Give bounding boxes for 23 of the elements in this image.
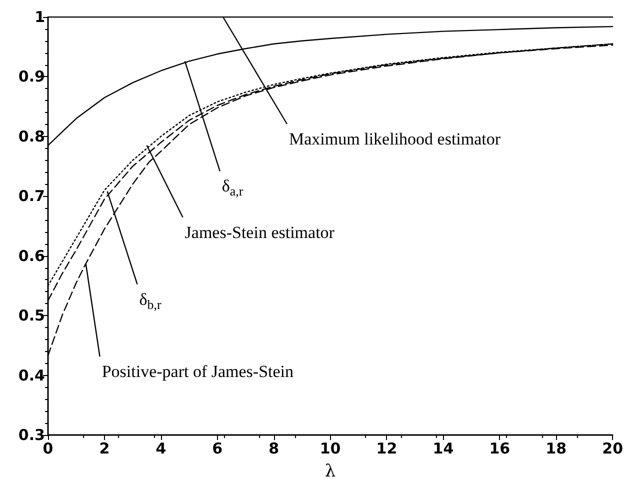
- x-tick-label: 4: [156, 440, 166, 458]
- x-tick-label: 16: [489, 440, 510, 458]
- annotation: Maximum likelihood estimator: [289, 130, 501, 148]
- x-tick-label: 14: [432, 440, 454, 458]
- annotation: James-Stein estimator: [184, 222, 335, 242]
- x-tick-label: 18: [546, 440, 567, 458]
- x-tick-label: 20: [602, 440, 623, 458]
- y-tick-label: 0.7: [18, 187, 45, 206]
- y-tick-label: 0.5: [18, 306, 45, 325]
- y-tick-label: 0.4: [18, 366, 45, 384]
- x-tick-label: 0: [42, 440, 54, 458]
- x-tick-label: 2: [99, 440, 110, 458]
- x-tick-label: 6: [212, 440, 223, 458]
- y-tick-label: 0.3: [18, 426, 45, 444]
- y-tick-label: 0.8: [18, 127, 45, 146]
- x-axis-title: λ: [324, 462, 336, 482]
- x-tick-label: 12: [376, 440, 398, 458]
- y-tick-label: 0.6: [18, 246, 45, 265]
- x-tick-label: 8: [268, 440, 280, 458]
- annotation: Positive-part of James-Stein: [102, 362, 294, 382]
- y-tick-label: 0.9: [18, 68, 45, 86]
- x-tick-label: 10: [320, 440, 341, 458]
- y-tick-label: 1: [34, 8, 45, 26]
